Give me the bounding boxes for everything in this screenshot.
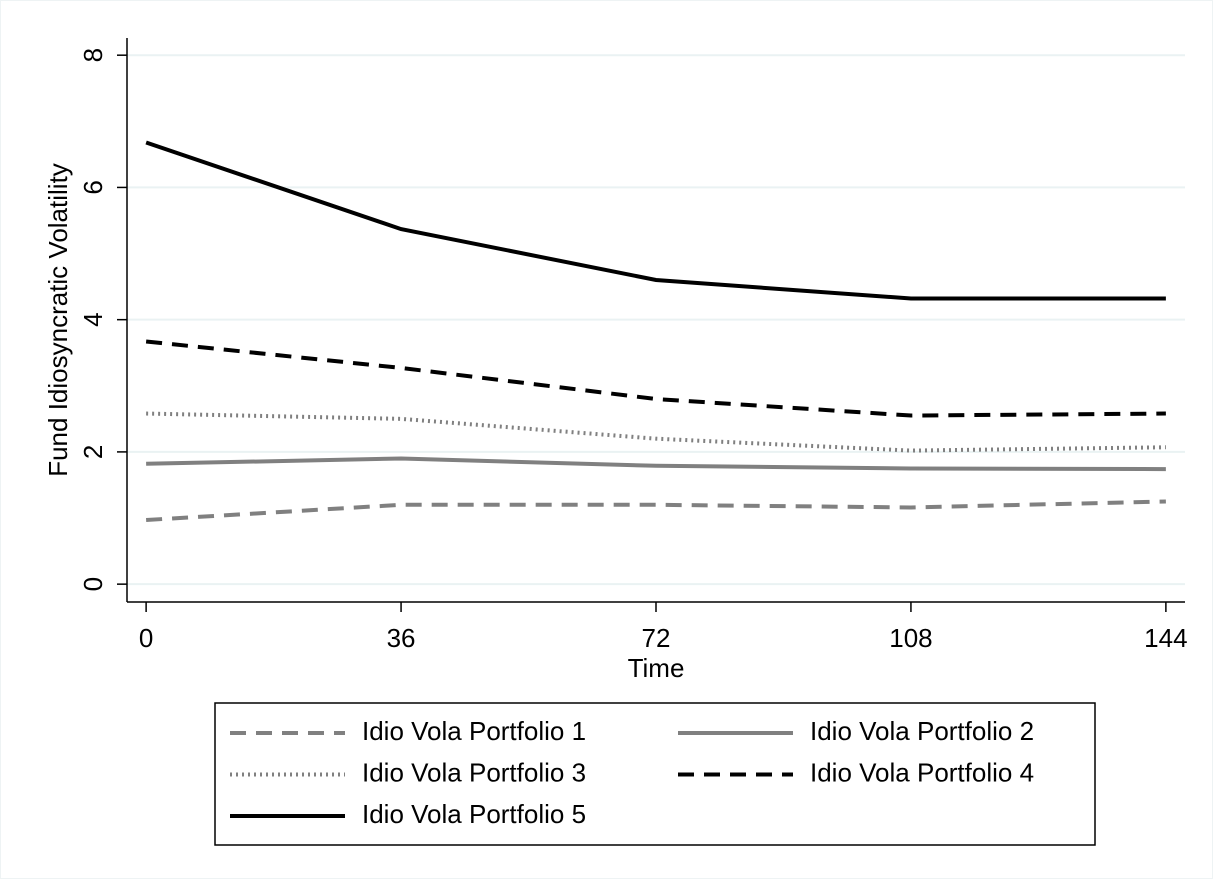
legend-box: [214, 702, 1096, 846]
series-line: [146, 456, 1166, 472]
y-tick-label: 8: [78, 48, 108, 62]
y-axis-title: Fund Idiosyncratic Volatility: [43, 163, 73, 477]
y-tick-label: 4: [78, 312, 108, 326]
legend-label: Idio Vola Portfolio 3: [362, 757, 586, 787]
y-tick-label: 2: [78, 445, 108, 459]
legend-label: Idio Vola Portfolio 4: [810, 757, 1034, 787]
x-tick-label: 72: [642, 623, 671, 653]
y-tick-label: 6: [78, 180, 108, 194]
series-line: [145, 140, 1166, 301]
x-tick-label: 144: [1144, 623, 1187, 653]
x-axis-title: Time: [628, 653, 685, 683]
y-tick-label: 0: [78, 577, 108, 591]
x-tick-label: 108: [889, 623, 932, 653]
x-tick-label: 0: [139, 623, 153, 653]
series-line: [145, 339, 1166, 418]
legend-label: Idio Vola Portfolio 2: [810, 716, 1034, 746]
x-tick-label: 36: [387, 623, 416, 653]
legend-label: Idio Vola Portfolio 1: [362, 716, 586, 746]
series-line: [146, 499, 1166, 523]
series-line: [146, 411, 1166, 453]
legend-label: Idio Vola Portfolio 5: [362, 799, 586, 829]
